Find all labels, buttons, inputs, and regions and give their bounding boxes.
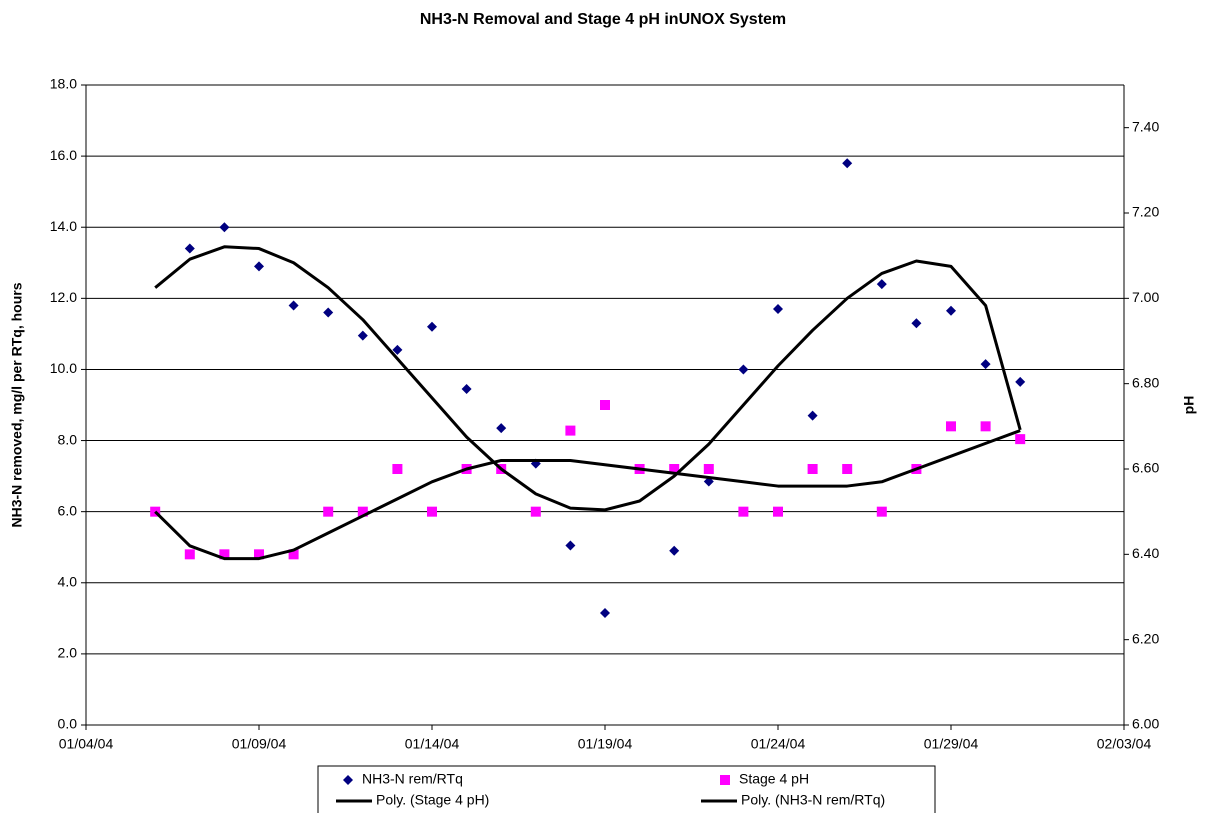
point: [600, 608, 610, 618]
point: [876, 279, 887, 290]
y-tick-label: 2.0: [58, 645, 78, 661]
point: [911, 318, 922, 329]
y-tick-label: 0.0: [58, 716, 78, 732]
point: [392, 464, 403, 474]
y-tick-label: 4.0: [58, 573, 78, 589]
legend-label: Stage 4 pH: [739, 771, 809, 787]
point: [184, 549, 195, 560]
legend-box: [317, 765, 936, 813]
x-tick-label: 01/24/04: [751, 736, 806, 752]
y-tick-label: 16.0: [50, 147, 77, 163]
legend-label: Poly. (Stage 4 pH): [376, 792, 489, 808]
y2-tick-label: 7.00: [1132, 289, 1159, 305]
point: [738, 506, 749, 517]
point: [461, 384, 472, 394]
point: [773, 506, 783, 517]
point: [219, 549, 230, 560]
y-tick-label: 8.0: [58, 431, 78, 447]
point: [703, 464, 714, 474]
point: [150, 506, 161, 517]
legend-swatch: [343, 775, 353, 785]
point: [184, 243, 195, 254]
point: [738, 364, 749, 375]
y2-tick-label: 6.00: [1132, 716, 1159, 732]
point: [807, 410, 818, 421]
y-tick-label: 6.0: [58, 502, 78, 518]
point: [565, 425, 576, 436]
x-tick-label: 02/03/04: [1097, 736, 1152, 752]
point: [323, 506, 334, 517]
point: [876, 506, 887, 517]
trend-line: [154, 429, 1021, 561]
x-tick-label: 01/09/04: [232, 736, 287, 752]
x-tick-label: 01/14/04: [405, 736, 460, 752]
point: [842, 158, 853, 169]
point: [842, 464, 853, 474]
point: [323, 307, 334, 318]
point: [219, 222, 230, 233]
y2-tick-label: 6.40: [1132, 545, 1159, 561]
y-tick-label: 10.0: [50, 360, 77, 376]
x-tick-label: 01/29/04: [924, 736, 979, 752]
legend-swatch: [720, 775, 730, 785]
point: [357, 330, 368, 341]
y2-tick-label: 6.80: [1132, 374, 1159, 390]
legend-label: NH3-N rem/RTq: [362, 771, 463, 787]
point: [600, 400, 610, 410]
point: [496, 423, 507, 434]
point: [980, 359, 991, 370]
point: [669, 545, 680, 556]
y2-tick-label: 6.20: [1132, 630, 1159, 646]
point: [1015, 434, 1026, 445]
y2-tick-label: 7.40: [1132, 118, 1159, 134]
point: [946, 305, 956, 316]
point: [427, 506, 437, 517]
point: [565, 540, 576, 551]
point: [530, 506, 541, 517]
point: [1015, 376, 1026, 387]
point: [254, 549, 264, 560]
point: [669, 464, 680, 474]
legend-label: Poly. (NH3-N rem/RTq): [741, 792, 885, 808]
point: [773, 304, 783, 314]
point: [254, 261, 264, 272]
y-axis-label: NH3-N removed, mg/l per RTq, hours: [9, 282, 25, 527]
point: [427, 321, 437, 332]
x-tick-label: 01/19/04: [578, 736, 633, 752]
x-tick-label: 01/04/04: [59, 736, 114, 752]
y-tick-label: 12.0: [50, 289, 77, 305]
y2-tick-label: 6.60: [1132, 460, 1159, 476]
chart-title: NH3-N Removal and Stage 4 pH inUNOX Syst…: [420, 11, 786, 28]
point: [357, 506, 368, 517]
point: [946, 421, 956, 432]
point: [807, 464, 818, 474]
trend-line: [154, 245, 1022, 512]
point: [288, 300, 299, 311]
point: [392, 344, 403, 355]
y-tick-label: 18.0: [50, 76, 77, 92]
y2-tick-label: 7.20: [1132, 204, 1159, 220]
y2-axis-label: pH: [1181, 396, 1197, 415]
y-tick-label: 14.0: [50, 218, 77, 234]
point: [980, 421, 991, 432]
point: [288, 549, 299, 560]
